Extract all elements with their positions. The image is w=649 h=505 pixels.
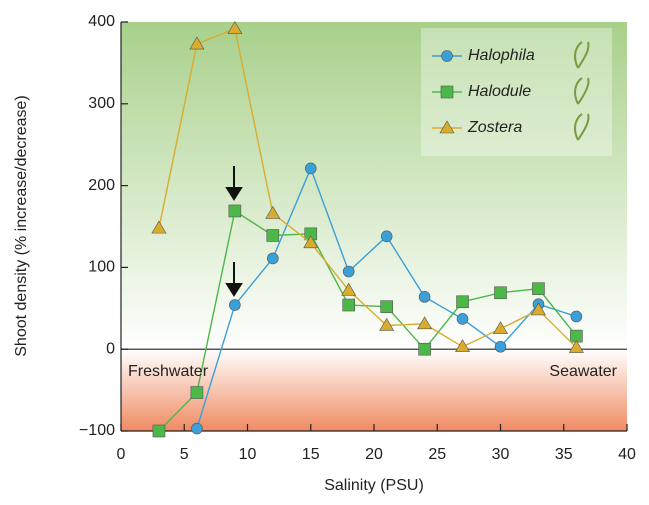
legend-label: Halophila <box>468 47 535 64</box>
arrow-head <box>225 283 243 297</box>
point <box>380 230 393 243</box>
plot <box>151 20 584 438</box>
point <box>417 316 433 330</box>
point <box>530 302 546 316</box>
point <box>456 313 469 325</box>
point <box>418 291 431 303</box>
point <box>456 295 469 309</box>
series-line <box>158 209 577 432</box>
point <box>151 220 167 234</box>
annotation: Freshwater <box>128 363 209 380</box>
point <box>342 265 355 278</box>
y-tick-label: 100 <box>88 259 115 276</box>
point <box>227 20 243 34</box>
point <box>266 252 279 265</box>
legend: Halophila Halodule Zostera <box>421 28 612 156</box>
legend-label: Zostera <box>467 119 522 136</box>
x-tick-label: 20 <box>365 446 383 463</box>
y-tick-label: −100 <box>79 422 115 439</box>
x-tick-label: 30 <box>492 446 510 463</box>
series <box>191 162 583 435</box>
point <box>341 282 357 296</box>
point <box>440 85 454 99</box>
point <box>494 286 507 300</box>
point <box>189 36 205 50</box>
x-tick-label: 0 <box>117 446 126 463</box>
point <box>342 298 356 312</box>
y-axis-label: Shoot density (% increase/decrease) <box>13 95 30 356</box>
point <box>228 204 242 218</box>
y-tick-label: 400 <box>88 13 115 30</box>
y-tick-label: 300 <box>88 95 115 112</box>
point <box>494 340 507 353</box>
annotation: Seawater <box>549 363 617 380</box>
legend-icon <box>574 113 590 141</box>
point <box>441 50 453 62</box>
point <box>570 310 583 323</box>
x-axis-label: Salinity (PSU) <box>324 477 424 494</box>
background <box>121 22 627 431</box>
legend-label: Halodule <box>468 83 531 100</box>
point <box>532 282 545 295</box>
arrows <box>225 166 243 297</box>
point <box>191 422 203 435</box>
point <box>492 321 509 335</box>
point <box>380 300 393 313</box>
x-tick-label: 25 <box>428 446 446 463</box>
point <box>418 342 431 356</box>
point <box>439 120 455 134</box>
point <box>190 386 204 399</box>
point <box>303 235 319 249</box>
legend-icon <box>574 77 590 105</box>
series <box>152 204 583 438</box>
series <box>151 20 584 353</box>
point <box>455 339 471 353</box>
point <box>229 299 241 311</box>
series-line <box>158 27 577 349</box>
point <box>568 339 584 353</box>
point <box>266 229 280 242</box>
y-tick-label: 0 <box>106 340 115 357</box>
x-tick-label: 5 <box>180 446 189 463</box>
x-tick-label: 40 <box>618 446 636 463</box>
arrow-head <box>225 187 243 201</box>
x-tick-label: 15 <box>302 446 320 463</box>
lower-band <box>121 349 627 431</box>
point <box>304 162 317 175</box>
legend-icon <box>574 41 590 69</box>
y-tick-label: 200 <box>88 177 115 194</box>
point <box>152 424 166 438</box>
point <box>265 205 281 219</box>
x-tick-label: 35 <box>555 446 573 463</box>
point <box>379 317 395 331</box>
x-tick-label: 10 <box>239 446 257 463</box>
